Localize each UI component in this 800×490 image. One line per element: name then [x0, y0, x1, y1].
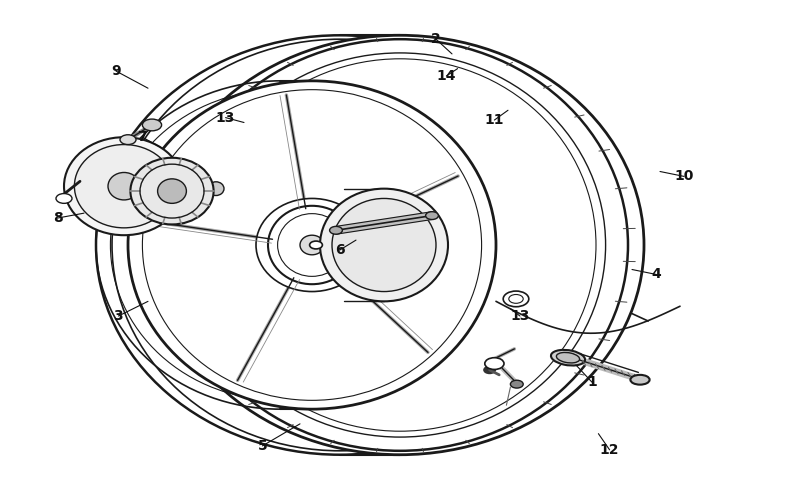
- Text: 1: 1: [587, 375, 597, 389]
- Circle shape: [503, 291, 529, 307]
- Text: 3: 3: [114, 309, 123, 323]
- Ellipse shape: [268, 206, 356, 284]
- Circle shape: [142, 119, 162, 131]
- Ellipse shape: [156, 35, 644, 455]
- Ellipse shape: [158, 179, 186, 203]
- Ellipse shape: [128, 81, 496, 409]
- Ellipse shape: [108, 172, 140, 200]
- Text: 12: 12: [600, 443, 619, 457]
- Text: 9: 9: [111, 64, 121, 78]
- Text: 8: 8: [53, 211, 62, 225]
- Ellipse shape: [551, 350, 585, 366]
- Circle shape: [484, 367, 495, 373]
- Ellipse shape: [208, 182, 224, 196]
- Circle shape: [485, 358, 504, 369]
- Text: 10: 10: [674, 170, 694, 183]
- Text: 13: 13: [510, 309, 530, 323]
- Text: ricambio: ricambio: [296, 196, 448, 255]
- Ellipse shape: [300, 235, 324, 255]
- Circle shape: [510, 380, 523, 388]
- Circle shape: [120, 135, 136, 145]
- Ellipse shape: [74, 145, 174, 228]
- Ellipse shape: [256, 198, 368, 292]
- Ellipse shape: [320, 189, 448, 301]
- Ellipse shape: [130, 158, 214, 224]
- Text: 14: 14: [437, 69, 456, 83]
- Text: powering: powering: [290, 248, 454, 310]
- Text: 4: 4: [651, 268, 661, 281]
- Text: 7: 7: [138, 130, 147, 144]
- Ellipse shape: [332, 198, 436, 292]
- Text: 2: 2: [431, 32, 441, 46]
- Ellipse shape: [330, 226, 342, 234]
- Text: 13: 13: [216, 111, 235, 124]
- Circle shape: [310, 241, 322, 249]
- Ellipse shape: [630, 375, 650, 385]
- Ellipse shape: [64, 137, 184, 235]
- Ellipse shape: [96, 35, 584, 455]
- Ellipse shape: [426, 212, 438, 220]
- Text: 5: 5: [258, 439, 267, 453]
- Text: 6: 6: [335, 243, 345, 257]
- Circle shape: [56, 194, 72, 203]
- Ellipse shape: [556, 352, 580, 363]
- Text: 11: 11: [485, 113, 504, 127]
